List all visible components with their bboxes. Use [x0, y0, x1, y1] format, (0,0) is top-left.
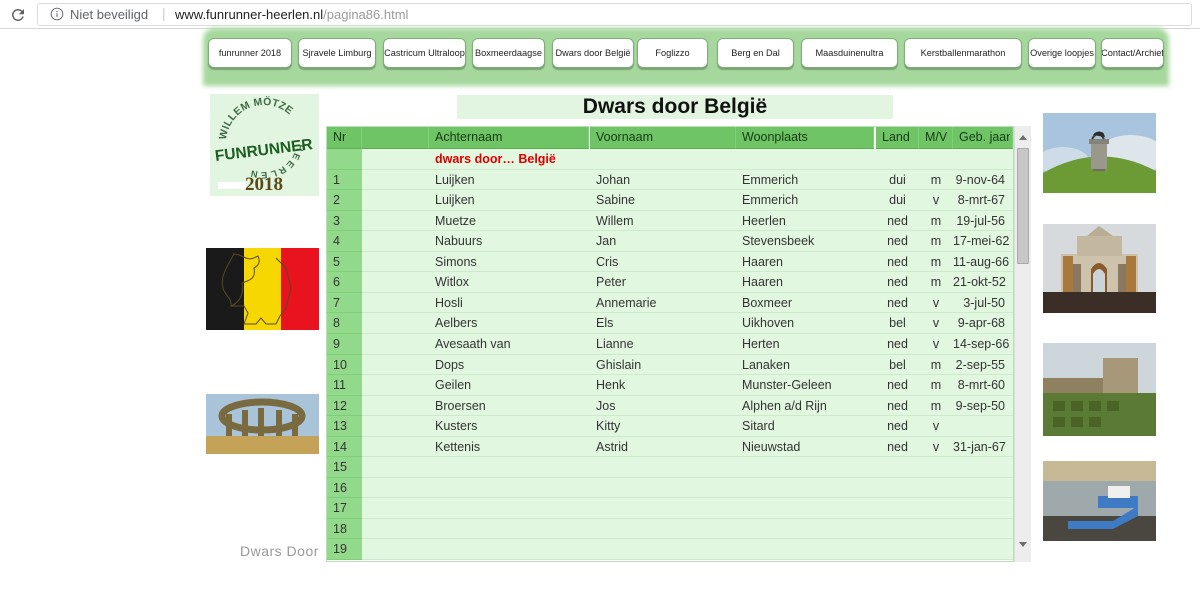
- svg-text:2018: 2018: [245, 174, 283, 195]
- svg-text:WILLEM MÖTZE: WILLEM MÖTZE: [217, 95, 295, 141]
